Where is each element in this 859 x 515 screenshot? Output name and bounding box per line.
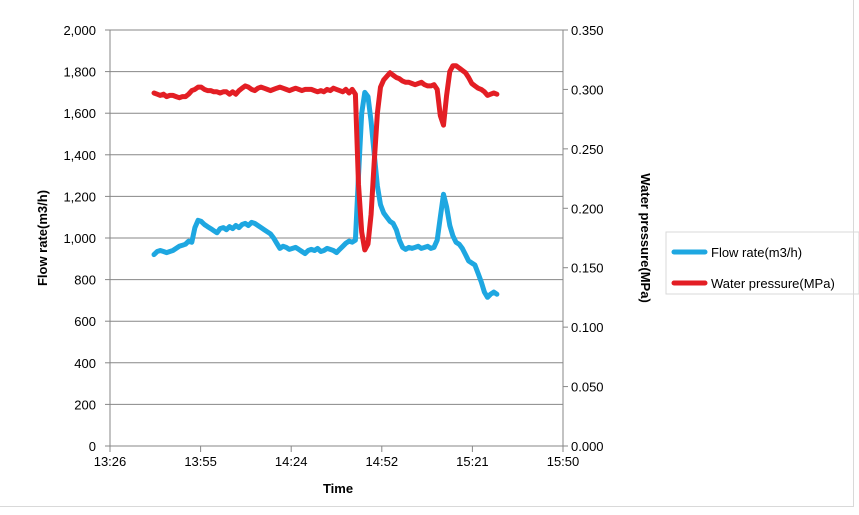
x-axis-label: Time: [323, 481, 353, 496]
tick-labels: 0 200 400 600 800 1,000 1,200 1,400 1,600 1,800 2,…: [63, 23, 603, 469]
series-lines: [151, 63, 500, 300]
x-tick-label: 13:26: [94, 454, 127, 469]
y2-tick-label: 0.050: [571, 380, 604, 395]
chart-frame-right: [853, 0, 854, 507]
y-tick-label: 200: [74, 397, 96, 412]
y-axis-label: Flow rate(m3/h): [35, 190, 50, 286]
y-tick-label: 1,200: [63, 189, 96, 204]
y2-tick-label: 0.250: [571, 142, 604, 157]
chart-frame-bottom: [0, 506, 854, 507]
x-tick-label: 13:55: [184, 454, 217, 469]
y-tick-label: 600: [74, 314, 96, 329]
y2-tick-label: 0.100: [571, 320, 604, 335]
series-line-water-pressure: [151, 63, 500, 253]
y-tick-label: 2,000: [63, 23, 96, 38]
series-line-flow-rate: [151, 89, 500, 300]
y2-tick-label: 0.300: [571, 82, 604, 97]
y-tick-label: 1,000: [63, 231, 96, 246]
x-tick-label: 14:52: [366, 454, 399, 469]
legend-label-flow-rate: Flow rate(m3/h): [711, 245, 802, 260]
y2-tick-label: 0.200: [571, 201, 604, 216]
y-tick-label: 1,400: [63, 148, 96, 163]
y2-tick-label: 0.350: [571, 23, 604, 38]
y-tick-label: 1,600: [63, 106, 96, 121]
legend-label-water-pressure: Water pressure(MPa): [711, 276, 835, 291]
y2-tick-label: 0.000: [571, 439, 604, 454]
axes: [105, 29, 568, 452]
grid-lines: [110, 29, 563, 405]
x-tick-label: 15:21: [456, 454, 489, 469]
y-tick-label: 400: [74, 356, 96, 371]
y2-axis-label: Water pressure(MPa): [638, 173, 653, 303]
y-tick-label: 0: [89, 439, 96, 454]
legend: Flow rate(m3/h) Water pressure(MPa): [665, 231, 859, 295]
y-tick-label: 1,800: [63, 65, 96, 80]
y2-tick-label: 0.150: [571, 261, 604, 276]
y-tick-label: 800: [74, 273, 96, 288]
x-tick-label: 14:24: [275, 454, 308, 469]
x-tick-label: 15:50: [547, 454, 580, 469]
